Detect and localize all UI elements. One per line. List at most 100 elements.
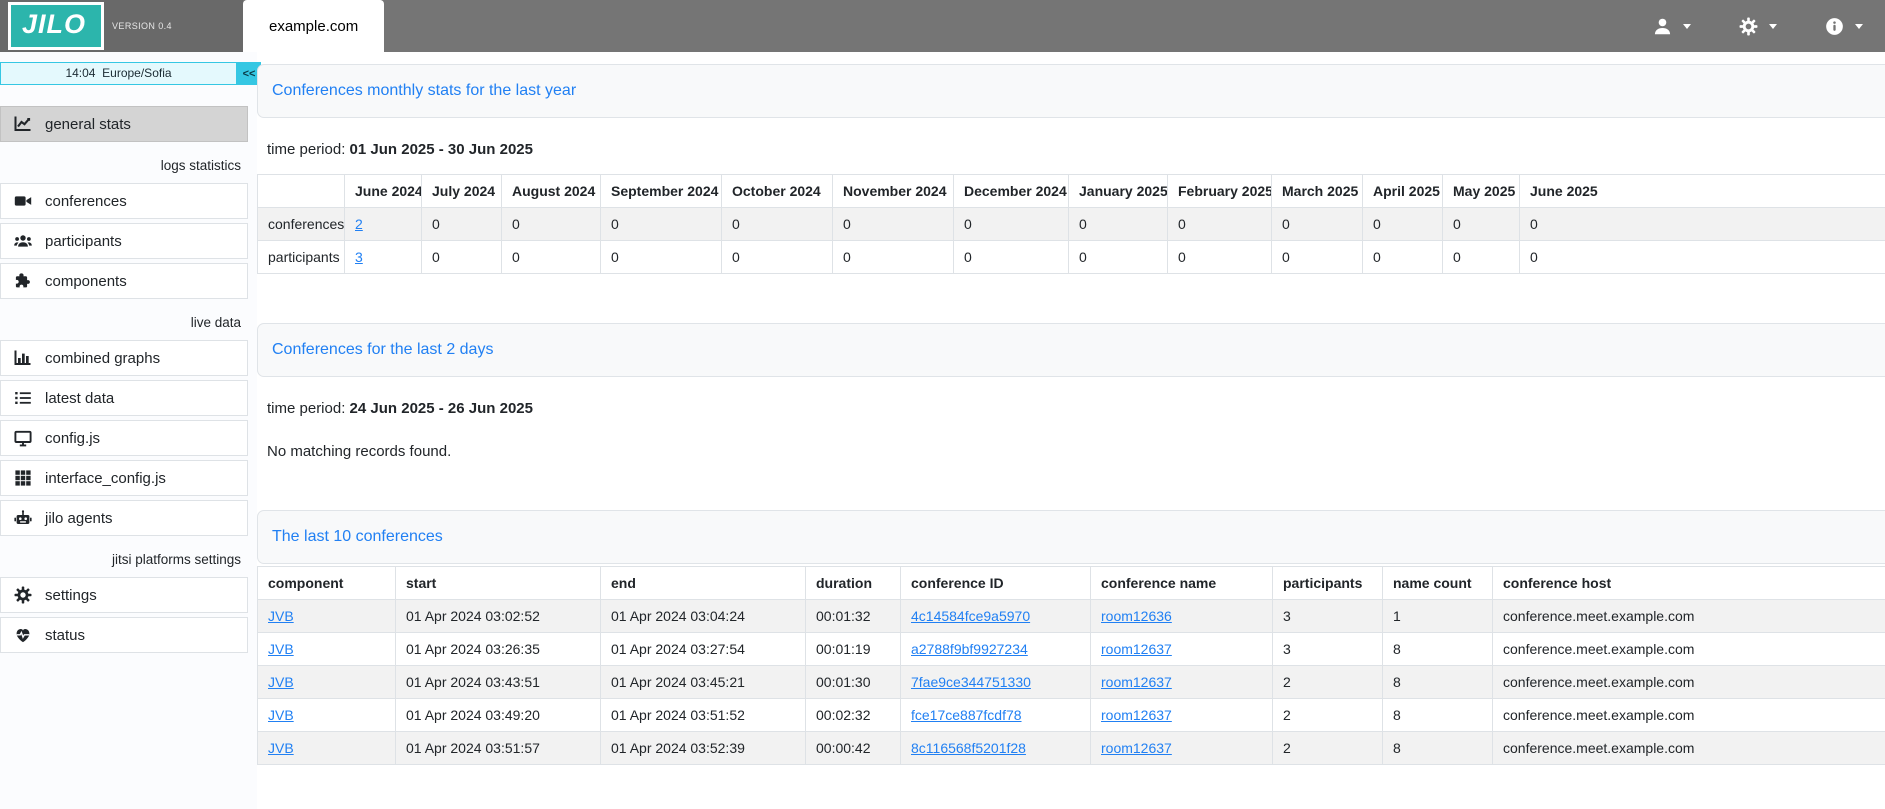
panel-last-10: The last 10 conferences [257,510,1885,564]
brand-area: JILO VERSION 0.4 [0,0,243,52]
sidebar-nav: general stats logs statistics conferences p… [0,106,257,653]
puzzle-icon [14,272,32,290]
last10-col-header: end [600,566,806,600]
component-link[interactable]: JVB [268,707,294,723]
monthly-col-header: May 2025 [1442,174,1520,208]
monthly-stats-link[interactable]: Conferences monthly stats for the last y… [272,82,577,99]
conference-name-link[interactable]: room12637 [1101,674,1172,690]
sidebar-item-combined-graphs[interactable]: combined graphs [0,340,248,376]
sidebar-collapse-button[interactable]: << [237,62,261,85]
settings-menu[interactable] [1739,17,1777,36]
user-menu[interactable] [1653,17,1691,36]
sidebar-section-label: logs statistics [160,158,241,173]
sidebar-item-settings[interactable]: settings [0,577,248,613]
video-icon [14,192,32,210]
monthly-col-header: February 2025 [1167,174,1272,208]
table-row: conferences 2 0 0 0 0 0 0 0 0 0 0 0 0 [257,207,1885,241]
monthly-period: time period: 01 Jun 2025 - 30 Jun 2025 [267,141,1885,158]
last10-col-header: conference name [1090,566,1273,600]
sidebar-item-label: status [45,626,86,644]
sidebar-item-label: jilo agents [45,509,113,527]
last10-col-header: participants [1272,566,1383,600]
user-icon [1653,17,1672,36]
monthly-col-header: June 2025 [1519,174,1885,208]
component-link[interactable]: JVB [268,641,294,657]
conference-name-link[interactable]: room12637 [1101,707,1172,723]
monthly-count-link[interactable]: 3 [355,249,363,265]
last-2-days-link[interactable]: Conferences for the last 2 days [272,341,494,358]
sidebar-item-jilo-agents[interactable]: jilo agents [0,500,248,536]
conference-name-link[interactable]: room12637 [1101,641,1172,657]
sidebar-section-label: jitsi platforms settings [111,552,241,567]
recent-period: time period: 24 Jun 2025 - 26 Jun 2025 [267,400,1885,417]
sidebar-item-conferences[interactable]: conferences [0,183,248,219]
conference-id-link[interactable]: 4c14584fce9a5970 [911,608,1031,624]
no-records-message: No matching records found. [267,443,452,460]
caret-down-icon [1769,23,1777,29]
app-logo: JILO [8,2,105,50]
sidebar: 14:04 Europe/Sofia << general stats logs … [0,52,261,809]
sidebar-item-latest-data[interactable]: latest data [0,380,248,416]
sidebar-item-interface-config-js[interactable]: interface_config.js [0,460,248,496]
monthly-col-header: November 2024 [832,174,954,208]
row-label: participants [257,240,345,274]
monthly-col-header: October 2024 [721,174,833,208]
conference-id-link[interactable]: fce17ce887fcdf78 [911,707,1022,723]
sidebar-section-label: live data [190,315,241,330]
chart-line-icon [14,115,32,133]
component-link[interactable]: JVB [268,608,294,624]
monthly-col-header: July 2024 [421,174,502,208]
monthly-col-header: September 2024 [600,174,722,208]
monthly-col-header: August 2024 [501,174,601,208]
conference-id-link[interactable]: 8c116568f5201f28 [911,740,1026,756]
sidebar-item-label: components [45,272,127,290]
sidebar-item-components[interactable]: components [0,263,248,299]
main-content: Conferences monthly stats for the last y… [257,52,1885,809]
users-icon [14,232,32,250]
sidebar-item-config-js[interactable]: config.js [0,420,248,456]
gear-icon [14,586,32,604]
table-row: JVB 01 Apr 2024 03:26:35 01 Apr 2024 03:27… [257,632,1885,666]
conference-name-link[interactable]: room12636 [1101,608,1172,624]
conference-id-link[interactable]: a2788f9bf9927234 [911,641,1028,657]
period-value: 24 Jun 2025 - 26 Jun 2025 [349,400,533,417]
monthly-col-header: January 2025 [1068,174,1168,208]
last10-col-header: conference host [1492,566,1885,600]
info-icon [1825,17,1844,36]
last-2-days-section: Conferences for the last 2 days time per… [257,323,1885,460]
component-link[interactable]: JVB [268,740,294,756]
sidebar-item-general-stats[interactable]: general stats [0,106,248,142]
conference-id-link[interactable]: 7fae9ce344751330 [911,674,1031,690]
monthly-count-link[interactable]: 2 [355,216,363,232]
clock-timezone: Europe/Sofia [102,66,172,80]
sidebar-item-label: combined graphs [45,349,161,367]
sidebar-item-participants[interactable]: participants [0,223,248,259]
component-link[interactable]: JVB [268,674,294,690]
monitor-icon [14,429,32,447]
table-row: JVB 01 Apr 2024 03:43:51 01 Apr 2024 03:45… [257,665,1885,699]
monthly-table: June 2024 July 2024 August 2024 September 2… [257,174,1885,274]
sidebar-item-label: latest data [45,389,115,407]
sidebar-item-label: config.js [45,429,101,447]
info-menu[interactable] [1825,17,1863,36]
grid-icon [14,469,32,487]
caret-down-icon [1855,23,1863,29]
period-label: time period: [267,400,346,417]
sidebar-item-status[interactable]: status [0,617,248,653]
monthly-col-header: April 2025 [1362,174,1443,208]
monthly-col-header: June 2024 [344,174,422,208]
caret-down-icon [1683,23,1691,29]
table-row: JVB 01 Apr 2024 03:51:57 01 Apr 2024 03:52… [257,731,1885,765]
bar-chart-icon [14,349,32,367]
monthly-col-header: March 2025 [1271,174,1363,208]
last10-col-header: conference ID [900,566,1091,600]
last-10-link[interactable]: The last 10 conferences [272,528,443,545]
sidebar-item-label: settings [45,586,97,604]
sidebar-item-label: participants [45,232,122,250]
platform-tab[interactable]: example.com [243,0,385,52]
app-version: VERSION 0.4 [112,21,172,31]
conference-name-link[interactable]: room12637 [1101,740,1172,756]
gear-icon [1739,17,1758,36]
last10-col-header: component [257,566,396,600]
monthly-col-header: December 2024 [953,174,1069,208]
